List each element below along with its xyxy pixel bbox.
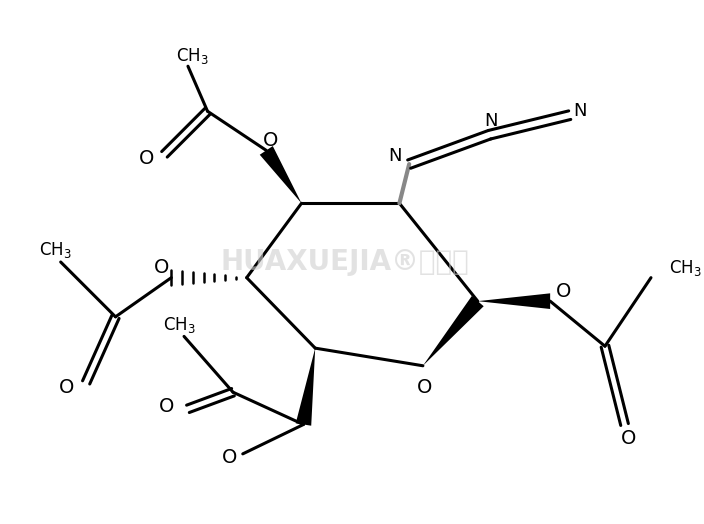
Polygon shape	[260, 146, 301, 203]
Polygon shape	[478, 293, 550, 309]
Text: O: O	[158, 397, 174, 417]
Text: CH$_3$: CH$_3$	[669, 258, 701, 278]
Text: O: O	[154, 258, 169, 277]
Polygon shape	[296, 348, 315, 425]
Text: O: O	[221, 449, 237, 467]
Text: O: O	[621, 429, 636, 447]
Text: O: O	[139, 149, 154, 168]
Text: N: N	[573, 102, 586, 120]
Text: CH$_3$: CH$_3$	[39, 240, 73, 260]
Text: N: N	[389, 147, 402, 165]
Text: O: O	[263, 131, 278, 150]
Text: CH$_3$: CH$_3$	[177, 47, 209, 67]
Text: O: O	[556, 282, 572, 301]
Text: N: N	[484, 112, 498, 130]
Text: HUAXUEJIA®化学加: HUAXUEJIA®化学加	[220, 248, 469, 276]
Text: CH$_3$: CH$_3$	[163, 314, 196, 335]
Text: O: O	[417, 378, 432, 397]
Polygon shape	[423, 296, 484, 366]
Text: O: O	[59, 378, 74, 397]
